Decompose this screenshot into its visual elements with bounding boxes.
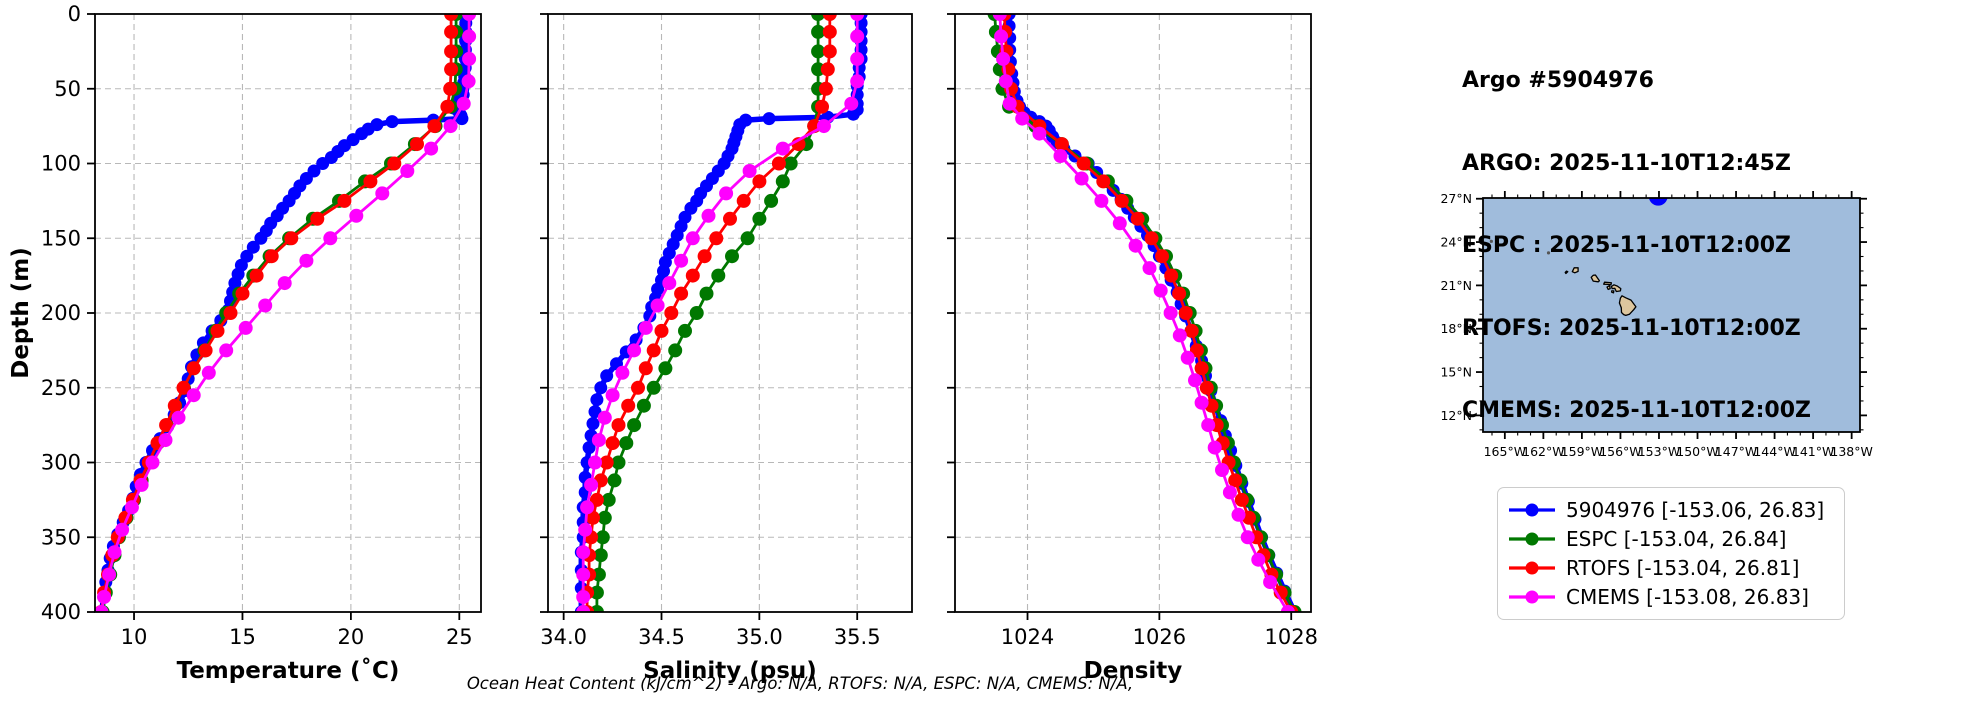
x-tick-label: 1026 xyxy=(1133,625,1186,649)
depth-axis-label: Depth (m) xyxy=(8,247,34,379)
legend-label: CMEMS [-153.08, 26.83] xyxy=(1566,585,1809,609)
density-plot: 1024 1026 1028 Density xyxy=(947,13,1318,684)
legend-item-2: ESPC [-153.04, 26.84] xyxy=(1508,526,1832,552)
ocean-heat-content-caption: Ocean Heat Content (kJ/cm^2) - Argo: N/A… xyxy=(466,674,1134,693)
series-cmems-temperature-plot xyxy=(95,14,477,612)
map-lon-label: 162°W xyxy=(1522,444,1564,459)
x-tick-label: 10 xyxy=(121,625,148,649)
map-lon-label: 150°W xyxy=(1676,444,1718,459)
map-island xyxy=(1611,290,1615,294)
map-islands xyxy=(1489,239,1637,317)
legend-line-marker-icon xyxy=(1508,560,1556,576)
header-rtofs-time: RTOFS: 2025-11-10T12:00Z xyxy=(1462,315,1801,341)
series-cmems-density-plot xyxy=(992,14,1295,612)
map-lat-label: 18°N xyxy=(1440,321,1472,336)
legend-item-1: 5904976 [-153.06, 26.83] xyxy=(1508,497,1832,523)
legend-label: 5904976 [-153.06, 26.83] xyxy=(1566,498,1825,522)
depth-tick-label: 300 xyxy=(41,451,81,475)
salinity-plot: 34.0 34.5 35.0 35.5 Salinity (psu) xyxy=(540,13,913,684)
map-island xyxy=(1610,284,1622,293)
legend-label: RTOFS [-153.04, 26.81] xyxy=(1566,556,1800,580)
map-lat-label: 15°N xyxy=(1440,365,1472,380)
depth-tick-label: 200 xyxy=(41,301,81,325)
x-tick-label: 35.0 xyxy=(736,625,783,649)
grid xyxy=(548,14,912,612)
header-block: Argo #5904976 ARGO: 2025-11-10T12:45Z ES… xyxy=(1462,12,1811,480)
map-lon-label: 156°W xyxy=(1599,444,1641,459)
depth-tick-label: 350 xyxy=(41,525,81,549)
map-island xyxy=(1590,274,1601,283)
legend-line-marker-icon xyxy=(1508,502,1556,518)
x-tick-label: 1024 xyxy=(1001,625,1054,649)
x-axis-label: Salinity (psu) xyxy=(643,658,817,684)
depth-tick-label: 0 xyxy=(68,2,81,26)
series-cmems-salinity-plot xyxy=(576,14,865,612)
legend-line-marker-icon xyxy=(1508,589,1556,605)
map-islet xyxy=(1510,242,1515,246)
x-axis-label: Temperature (˚C) xyxy=(177,657,400,684)
map-lon-label: 165°W xyxy=(1484,444,1526,459)
x-tick-label: 20 xyxy=(338,625,365,649)
depth-tick-label: 400 xyxy=(41,600,81,624)
map-lon-label: 144°W xyxy=(1753,444,1795,459)
header-argo-time: ARGO: 2025-11-10T12:45Z xyxy=(1462,150,1791,176)
depth-tick-label: 250 xyxy=(41,376,81,400)
header-cmems-time: CMEMS: 2025-11-10T12:00Z xyxy=(1462,398,1811,423)
map-lon-label: 153°W xyxy=(1638,444,1680,459)
depth-tick-label: 100 xyxy=(41,152,81,176)
legend-line-marker-icon xyxy=(1508,531,1556,547)
map-lon-label: 147°W xyxy=(1715,444,1757,459)
map-lat-label: 12°N xyxy=(1440,408,1472,423)
series-rtofs-salinity-plot xyxy=(580,14,837,612)
legend-item-4: CMEMS [-153.08, 26.83] xyxy=(1508,584,1832,610)
header-title: Argo #5904976 xyxy=(1462,68,1654,93)
map-lat-label: 21°N xyxy=(1440,278,1472,293)
x-tick-label: 15 xyxy=(229,625,256,649)
map-island xyxy=(1606,285,1611,291)
map-islet xyxy=(1489,239,1493,243)
legend-label: ESPC [-153.04, 26.84] xyxy=(1566,527,1787,551)
map-lat-label: 27°N xyxy=(1440,191,1472,206)
float-location-marker xyxy=(1648,198,1668,206)
header-espc-time: ESPC : 2025-11-10T12:00Z xyxy=(1462,233,1791,258)
legend: 5904976 [-153.06, 26.83] ESPC [-153.04, 2… xyxy=(1497,487,1845,620)
legend-item-3: RTOFS [-153.04, 26.81] xyxy=(1508,555,1832,581)
series-espc-density-plot xyxy=(987,14,1302,612)
depth-tick-label: 150 xyxy=(41,226,81,250)
x-tick-label: 34.5 xyxy=(638,625,685,649)
x-tick-label: 35.5 xyxy=(834,625,881,649)
map-islet xyxy=(1546,251,1551,255)
x-tick-label: 25 xyxy=(446,625,473,649)
x-axis-label: Density xyxy=(1084,658,1183,684)
map-ocean xyxy=(1483,198,1860,432)
depth-tick-label: 50 xyxy=(54,77,81,101)
x-tick-label: 34.0 xyxy=(540,625,587,649)
location-map: 165°W162°W159°W156°W153°W150°W147°W144°W… xyxy=(1440,191,1873,459)
map-lon-label: 138°W xyxy=(1830,444,1872,459)
grid xyxy=(95,14,481,612)
map-island xyxy=(1571,267,1579,274)
map-island xyxy=(1564,270,1569,275)
map-lon-label: 159°W xyxy=(1561,444,1603,459)
temperature-plot: 10 15 20 25050100150200250300350400Temperat… xyxy=(41,2,482,684)
map-island xyxy=(1618,295,1637,317)
map-lat-label: 24°N xyxy=(1440,235,1472,250)
map-lon-label: 141°W xyxy=(1792,444,1834,459)
x-tick-label: 1028 xyxy=(1264,625,1317,649)
map-island xyxy=(1603,281,1613,286)
